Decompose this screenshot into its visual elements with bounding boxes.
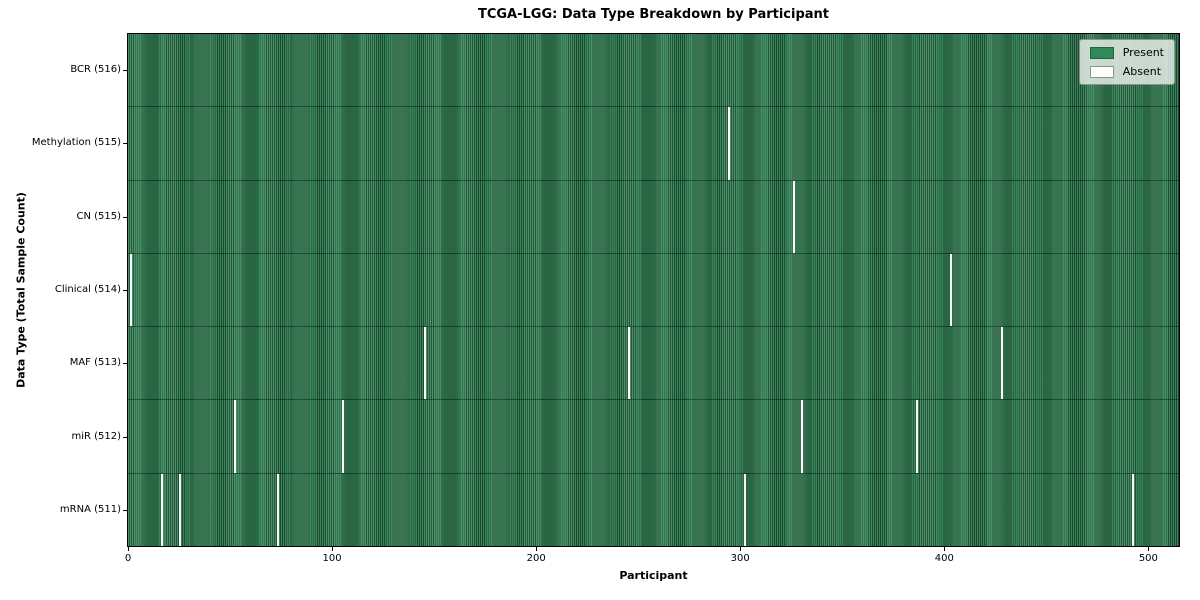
xtick-mark xyxy=(536,547,538,551)
ytick-mark xyxy=(123,143,127,145)
absent-mark xyxy=(423,327,426,400)
ytick-label-mrna: mRNA (511) xyxy=(59,504,121,516)
xtick-label-100: 100 xyxy=(322,553,342,564)
absent-mark xyxy=(744,473,747,546)
xtick-label-0: 0 xyxy=(124,553,132,564)
ytick-label-clinical: Clinical (514) xyxy=(54,284,121,295)
ytick-mark xyxy=(123,216,127,218)
row-cn xyxy=(128,180,1179,254)
absent-mark xyxy=(727,107,730,180)
ytick-label-mir: miR (512) xyxy=(71,430,121,442)
xtick-mark xyxy=(944,547,946,551)
row-mrna xyxy=(128,473,1179,546)
xtick-label-500: 500 xyxy=(1138,553,1158,564)
ytick-mark xyxy=(123,290,127,291)
xtick-mark xyxy=(332,547,334,551)
absent-mark xyxy=(801,400,804,473)
xtick-mark xyxy=(128,547,130,551)
absent-mark xyxy=(915,400,918,473)
present-swatch xyxy=(1089,46,1114,59)
chart-title: TCGA-LGG: Data Type Breakdown by Partici… xyxy=(477,7,830,22)
legend-item-present: Present xyxy=(1089,46,1164,59)
absent-mark xyxy=(342,400,345,473)
legend-label-present: Present xyxy=(1122,46,1164,59)
ytick-mark xyxy=(123,69,127,71)
row-mir xyxy=(128,400,1179,474)
xtick-mark xyxy=(1148,547,1150,551)
xtick-label-200: 200 xyxy=(526,553,546,564)
absent-mark xyxy=(627,327,630,400)
xtick-label-400: 400 xyxy=(934,553,954,564)
absent-mark xyxy=(130,253,133,327)
absent-mark xyxy=(950,253,953,327)
absent-mark xyxy=(276,473,279,546)
xtick-mark xyxy=(740,547,742,551)
absent-mark xyxy=(160,473,163,546)
xtick-label-300: 300 xyxy=(730,553,750,564)
ytick-mark xyxy=(123,510,127,512)
ytick-label-methylation: Methylation (515) xyxy=(31,137,121,149)
ytick-label-cn: CN (515) xyxy=(76,210,121,222)
row-methylation xyxy=(128,107,1179,181)
absent-mark xyxy=(179,473,182,546)
row-bcr xyxy=(128,34,1179,108)
absent-mark xyxy=(1001,327,1004,400)
row-clinical xyxy=(128,253,1179,328)
ytick-label-bcr: BCR (516) xyxy=(70,63,121,75)
ytick-label-maf: MAF (513) xyxy=(69,357,121,369)
ytick-mark xyxy=(123,363,127,365)
absent-mark xyxy=(1132,473,1135,546)
ytick-mark xyxy=(123,436,127,438)
plot-area: Present Absent xyxy=(127,33,1180,547)
row-maf xyxy=(128,327,1179,401)
absent-mark xyxy=(234,400,237,473)
absent-swatch xyxy=(1089,65,1114,78)
absent-mark xyxy=(793,180,796,253)
legend-item-absent: Absent xyxy=(1089,65,1164,78)
legend-label-absent: Absent xyxy=(1122,65,1162,78)
x-axis-label: Participant xyxy=(619,569,688,582)
legend: Present Absent xyxy=(1078,39,1175,85)
